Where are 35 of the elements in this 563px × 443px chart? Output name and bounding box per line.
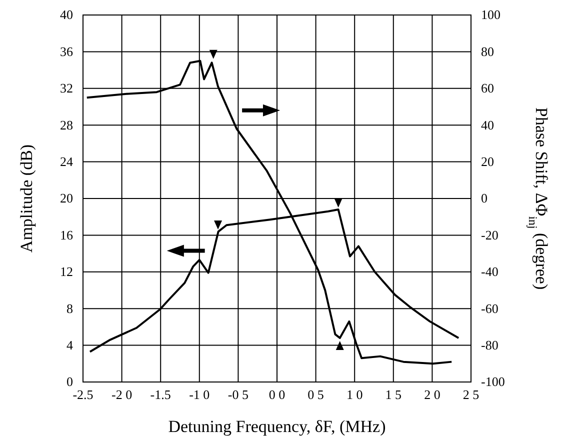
y-tick-label: 16: [60, 227, 74, 242]
y2-tick-label: -20: [481, 227, 498, 242]
y-tick-label: 40: [60, 7, 73, 22]
x-tick-label: 1 0: [346, 387, 363, 402]
y-tick-label: 4: [66, 337, 74, 352]
x-axis-title: Detuning Frequency, δF, (MHz): [168, 417, 386, 436]
y2-tick-label: 20: [481, 154, 494, 169]
x-tick-label: 2 5: [462, 387, 480, 402]
x-tick-label: 1 5: [385, 387, 402, 402]
x-tick-label: -2.5: [72, 387, 94, 402]
y2-tick-label: -80: [481, 337, 498, 352]
y-tick-label: 32: [60, 80, 73, 96]
x-tick-label: -1.5: [150, 387, 171, 402]
y-axis-title: Amplitude (dB): [17, 144, 36, 253]
y-tick-label: 36: [60, 44, 74, 59]
x-tick-label: -0 5: [228, 387, 248, 402]
y-tick-label: 12: [60, 264, 73, 280]
y2-tick-label: -60: [481, 300, 498, 316]
y-tick-label: 0: [66, 374, 73, 390]
y2-tick-label: 60: [481, 80, 494, 96]
y2-tick-label: 80: [481, 44, 494, 59]
y-tick-label: 24: [60, 154, 74, 169]
x-tick-label: -1 0: [189, 387, 210, 402]
y2-tick-label: 100: [481, 7, 500, 22]
y2-tick-label: -100: [481, 374, 505, 390]
x-tick-label: 0 0: [268, 387, 286, 402]
x-tick-label: 2 0: [424, 387, 440, 402]
x-tick-label: -2 0: [112, 387, 132, 402]
y2-tick-label: 0: [481, 190, 488, 206]
y2-tick-label: 40: [481, 117, 494, 132]
y-tick-label: 28: [60, 117, 73, 132]
y-tick-label: 8: [66, 300, 73, 316]
x-tick-label: 0 5: [308, 387, 324, 402]
y2-tick-label: -40: [481, 264, 498, 280]
y-tick-label: 20: [60, 190, 73, 206]
